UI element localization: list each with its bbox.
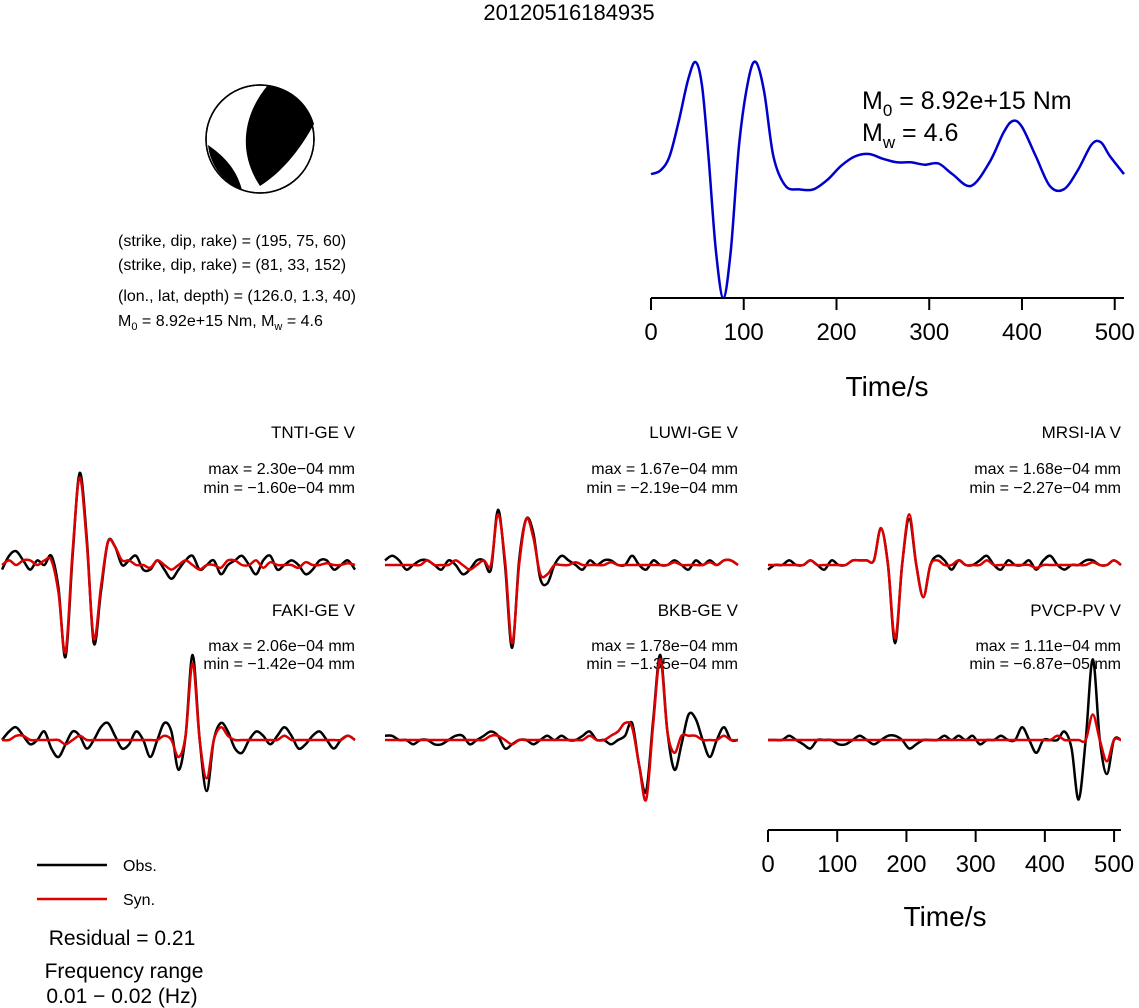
station-label: PVCP-PV V — [1030, 601, 1121, 620]
min-amplitude-label: min = −1.60e−04 mm — [203, 480, 355, 497]
min-amplitude-label: min = −1.42e−04 mm — [203, 656, 355, 673]
station-label: BKB-GE V — [658, 601, 739, 620]
station-label: LUWI-GE V — [649, 423, 738, 442]
stf-xlabel: Time/s — [846, 371, 929, 402]
waveform-tick-label: 400 — [1025, 851, 1065, 878]
figure-title: 20120516184935 — [483, 0, 654, 25]
synthetic-trace — [384, 658, 739, 802]
waveform-tick-label: 300 — [956, 851, 996, 878]
stf-plot: M0 = 8.92e+15 Nm Mw = 4.6 0 100 200 300 400 5… — [644, 60, 1135, 402]
synthetic-trace — [384, 513, 739, 645]
stf-tick-label: 200 — [816, 319, 856, 346]
stf-magnitude-label: Mw = 4.6 — [862, 119, 958, 152]
waveform-tick-label: 100 — [817, 851, 857, 878]
observed-trace — [767, 658, 1122, 801]
observed-trace — [384, 653, 739, 794]
waveform-panel: LUWI-GE V max = 1.67e−04 mm min = −2.19e−0… — [384, 423, 739, 650]
legend: Obs. Syn. — [37, 858, 157, 909]
station-label: TNTI-GE V — [271, 423, 356, 442]
max-amplitude-label: max = 1.11e−04 mm — [975, 638, 1121, 655]
waveform-x-axis: 0 100 200 300 400 500 — [761, 829, 1134, 878]
max-amplitude-label: max = 1.68e−04 mm — [974, 461, 1121, 478]
nodal-plane-1: (strike, dip, rake) = (195, 75, 60) — [118, 233, 346, 250]
beachball-compression-quadrant-lower — [208, 145, 242, 190]
max-amplitude-label: max = 1.67e−04 mm — [591, 461, 738, 478]
observed-trace — [1, 653, 356, 793]
synthetic-trace — [767, 513, 1122, 640]
legend-obs-label: Obs. — [123, 858, 157, 875]
stf-tick-label: 500 — [1095, 319, 1135, 346]
stf-moment-label: M0 = 8.92e+15 Nm — [862, 87, 1072, 120]
frequency-title: Frequency range — [45, 960, 204, 983]
min-amplitude-label: min = −2.27e−04 mm — [969, 480, 1121, 497]
max-amplitude-label: max = 1.78e−04 mm — [591, 638, 738, 655]
stf-tick-label: 400 — [1002, 319, 1042, 346]
min-amplitude-label: min = −2.19e−04 mm — [586, 480, 738, 497]
station-label: MRSI-IA V — [1042, 423, 1122, 442]
moment-line: M0 = 8.92e+15 Nm, Mw = 4.6 — [118, 313, 323, 333]
nodal-plane-2: (strike, dip, rake) = (81, 33, 152) — [118, 257, 346, 274]
max-amplitude-label: max = 2.30e−04 mm — [208, 461, 355, 478]
waveform-panels: TNTI-GE V max = 2.30e−04 mm min = −1.60e−0… — [0, 423, 1122, 802]
stf-x-axis: 0 100 200 300 400 500 — [644, 297, 1135, 346]
residual: Residual = 0.21 — [49, 927, 196, 950]
waveform-tick-label: 0 — [761, 851, 774, 878]
min-amplitude-label: min = −6.87e−05 mm — [969, 656, 1121, 673]
beachball-compression-quadrant — [245, 85, 314, 186]
waveform-xlabel: Time/s — [904, 901, 987, 932]
synthetic-trace — [767, 713, 1122, 763]
frequency-range: 0.01 − 0.02 (Hz) — [46, 985, 197, 1008]
waveform-tick-label: 500 — [1094, 851, 1134, 878]
synthetic-trace — [1, 662, 356, 780]
waveform-tick-label: 200 — [886, 851, 926, 878]
stf-tick-label: 0 — [644, 319, 657, 346]
legend-syn-label: Syn. — [123, 892, 155, 909]
stf-line — [650, 60, 1125, 300]
beachball — [205, 84, 315, 194]
synthetic-trace — [1, 476, 356, 654]
max-amplitude-label: max = 2.06e−04 mm — [208, 638, 355, 655]
location: (lon., lat, depth) = (126.0, 1.3, 40) — [118, 288, 356, 305]
stf-tick-label: 300 — [909, 319, 949, 346]
mechanism-params: (strike, dip, rake) = (195, 75, 60) (str… — [118, 233, 356, 333]
observed-trace — [384, 508, 739, 650]
stf-tick-label: 100 — [724, 319, 764, 346]
waveform-panel: MRSI-IA V max = 1.68e−04 mm min = −2.27e−0… — [767, 423, 1122, 645]
waveform-panel: TNTI-GE V max = 2.30e−04 mm min = −1.60e−0… — [0, 423, 357, 659]
station-label: FAKI-GE V — [272, 601, 356, 620]
observed-trace — [767, 517, 1122, 645]
